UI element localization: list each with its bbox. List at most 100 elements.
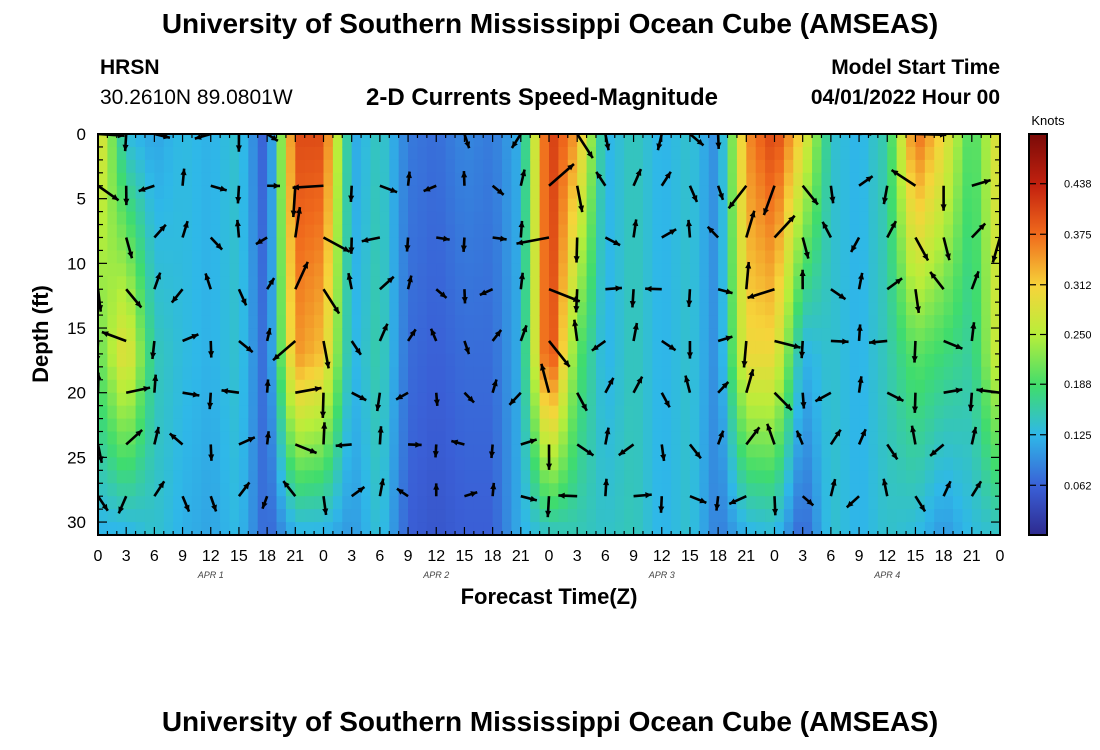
heatmap-cell — [887, 353, 898, 368]
heatmap-cell — [924, 263, 935, 277]
current-arrow — [632, 322, 639, 342]
heatmap-cell — [727, 353, 738, 368]
heatmap-cell — [567, 392, 578, 407]
heatmap-cell — [389, 353, 400, 368]
heatmap-cell — [915, 211, 926, 226]
heatmap-cell — [830, 237, 841, 252]
heatmap-cell — [351, 496, 362, 510]
heatmap-cell — [144, 431, 155, 446]
heatmap-cell — [116, 431, 127, 446]
heatmap-cell — [201, 483, 212, 497]
heatmap-cell — [830, 134, 841, 148]
heatmap-cell — [135, 159, 146, 174]
heatmap-cell — [116, 172, 127, 187]
heatmap-cell — [238, 392, 249, 407]
heatmap-cell — [201, 392, 212, 407]
heatmap-cell — [285, 237, 296, 252]
heatmap-cell — [502, 444, 513, 458]
heatmap-cell — [98, 340, 108, 355]
heatmap-cell — [426, 237, 437, 252]
heatmap-cell — [896, 405, 907, 420]
heatmap-cell — [736, 224, 747, 239]
heatmap-cell — [398, 250, 409, 264]
heatmap-cell — [680, 418, 691, 433]
heatmap-cell — [971, 302, 982, 316]
heatmap-cell — [549, 289, 559, 303]
heatmap-cell — [502, 353, 513, 368]
heatmap-cell — [981, 444, 992, 458]
heatmap-cell — [859, 224, 870, 239]
heatmap-cell — [417, 159, 428, 174]
heatmap-cell — [953, 457, 964, 471]
heatmap-cell — [736, 340, 747, 355]
heatmap-cell — [267, 379, 278, 394]
heatmap-cell — [868, 328, 879, 342]
heatmap-cell — [248, 366, 259, 381]
heatmap-cell — [680, 211, 691, 226]
heatmap-cell — [689, 315, 700, 329]
heatmap-cell — [736, 496, 747, 510]
heatmap-cell — [783, 328, 794, 342]
heatmap-cell — [285, 418, 296, 433]
heatmap-cell — [990, 289, 1000, 303]
heatmap-cell — [689, 366, 700, 381]
heatmap-cell — [182, 444, 193, 458]
heatmap-cell — [445, 496, 456, 510]
heatmap-cell — [840, 263, 851, 277]
heatmap-cell — [154, 250, 165, 264]
heatmap-cell — [586, 198, 597, 213]
heatmap-cell — [210, 134, 221, 148]
heatmap-cell — [342, 366, 353, 381]
heatmap-cell — [107, 353, 118, 368]
current-arrow — [272, 339, 297, 362]
heatmap-cell — [849, 276, 860, 290]
heatmap-cell — [144, 509, 155, 523]
heatmap-cell — [455, 366, 466, 381]
heatmap-cell — [821, 276, 832, 290]
heatmap-cell — [445, 302, 456, 316]
heatmap-cell — [154, 315, 165, 329]
heatmap-cell — [614, 353, 625, 368]
heatmap-cell — [605, 185, 616, 200]
heatmap-cell — [191, 172, 202, 187]
heatmap-cell — [633, 224, 644, 239]
heatmap-cell — [520, 340, 531, 355]
heatmap-cell — [361, 315, 372, 329]
heatmap-cell — [671, 328, 682, 342]
heatmap-cell — [144, 250, 155, 264]
heatmap-cell — [220, 263, 231, 277]
heatmap-cell — [332, 134, 343, 148]
heatmap-cell — [135, 379, 146, 394]
heatmap-cell — [370, 457, 381, 471]
heatmap-cell — [624, 250, 635, 264]
heatmap-cell — [577, 483, 588, 497]
heatmap-cell — [502, 405, 513, 420]
heatmap-cell — [276, 211, 287, 226]
heatmap-cell — [558, 198, 569, 213]
heatmap-cell — [877, 496, 888, 510]
heatmap-cell — [154, 328, 165, 342]
current-arrow — [264, 431, 271, 445]
heatmap-cell — [483, 418, 494, 433]
heatmap-cell — [126, 405, 137, 420]
heatmap-cell — [661, 198, 672, 213]
heatmap-cell — [163, 276, 174, 290]
heatmap-cell — [633, 340, 644, 355]
heatmap-cell — [896, 418, 907, 433]
heatmap-cell — [135, 418, 146, 433]
heatmap-cell — [257, 405, 268, 420]
heatmap-cell — [530, 340, 541, 355]
current-arrow — [450, 439, 465, 446]
heatmap-cell — [549, 431, 559, 446]
heatmap-cell — [126, 185, 137, 200]
heatmap-cell — [793, 328, 804, 342]
heatmap-cell — [953, 470, 964, 484]
heatmap-cell — [502, 276, 513, 290]
current-arrow — [605, 285, 623, 292]
heatmap-cell — [361, 185, 372, 200]
heatmap-cell — [605, 198, 616, 213]
heatmap-cell — [276, 483, 287, 497]
heatmap-cell — [746, 328, 757, 342]
heatmap-cell — [182, 405, 193, 420]
heatmap-cell — [539, 509, 550, 523]
